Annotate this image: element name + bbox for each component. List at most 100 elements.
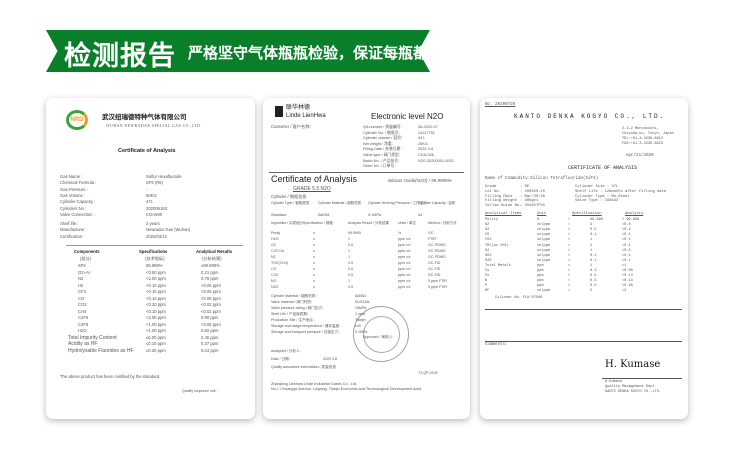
field-value: 20200616S (146, 205, 168, 211)
table-cell: ppm v/v (398, 285, 411, 289)
table-cell: < (568, 253, 571, 258)
table-cell: ppm v/v (398, 273, 411, 277)
table-cell: HF (485, 289, 490, 294)
table-cell: volppm (537, 258, 550, 263)
table-cell: ≤ (313, 255, 315, 259)
table-cell: P (485, 284, 488, 289)
table-cell: <0.1 (622, 258, 631, 263)
table-header: Method / 分析方法 (428, 221, 457, 225)
field-value: 2020/03/12 (146, 233, 167, 239)
cylinder-header: Cylinder Working Pressure / 工作压力 (368, 201, 427, 205)
certificate-title: Certificate of Analysis (271, 174, 358, 184)
table-cell: ppm (537, 279, 544, 284)
table-cell: B (485, 279, 488, 284)
field-value: : 200320-15 (520, 189, 546, 194)
certificate-title: Certificate of Analysis (118, 148, 176, 154)
company-name-cn: 武汉纽瑞德特种气体有限公司 (102, 114, 187, 121)
table-cell: 0.5 (348, 261, 353, 265)
table-cell: 1 (590, 243, 593, 248)
company-logo: NRD (66, 110, 88, 130)
analytical-result: 0.79 ppm (201, 276, 219, 281)
field-label: Manufacturer : (60, 227, 87, 233)
component-name: CO (78, 295, 85, 301)
analytical-result: <0.05 ppm (201, 289, 221, 294)
table-header: Analysis (625, 212, 644, 216)
table-cell: <0.13 (622, 279, 633, 284)
table-cell: ≤ (313, 261, 315, 265)
table-cell: ppm (537, 284, 544, 289)
banner-title: 检测报告 (64, 41, 176, 72)
field-right: Valve Type : CGA642 (575, 199, 619, 204)
commodity: Name of Commodity:Silicon Tetrafluoride(… (485, 177, 599, 181)
field-label: Shelf life : (60, 221, 79, 227)
specification: <2.00 ppm (146, 276, 166, 281)
table-cell: GC-PDHID (428, 255, 446, 259)
cylinder-header: Cylinder Material / 钢瓶材质 (318, 201, 362, 205)
analytical-result: ≥99.999% (201, 263, 220, 268)
table-cell: <0.1 (622, 238, 631, 243)
table-cell: volppm (537, 223, 550, 228)
analytical-result: <0.05 ppm (201, 282, 221, 288)
table-cell: NO (271, 279, 277, 283)
column-header: Components (74, 249, 100, 254)
table-cell: THC(CH4) (271, 261, 288, 265)
field-value: N2O-20200301-0002 (418, 158, 454, 163)
table-cell: > 99.998 (622, 218, 640, 222)
analytical-result: 0.21 ppm (201, 269, 219, 275)
table-header: Analytical Items (485, 212, 522, 216)
field-label: Grade (485, 185, 497, 189)
table-cell: ppm v/v (398, 279, 411, 283)
table-cell: < (568, 243, 571, 248)
analyst-label: Analysed / 分析人： (271, 349, 304, 353)
table-cell: volppm (537, 253, 550, 258)
field-value: CGA-326 (418, 153, 434, 157)
field-value: 3A-2020-07 (418, 125, 438, 129)
analytical-result: 0.80 ppm (201, 315, 219, 320)
table-cell: Purity (485, 218, 498, 222)
info-label: Valve material / 阀门材质： (271, 300, 315, 304)
table-cell: <0.1 (622, 243, 631, 248)
issue-date: Apr/21/2020 (626, 154, 654, 158)
field-label: Chemical Formula : (60, 180, 97, 186)
quality-info-label: Quality assurance information / 质量信息 (271, 365, 336, 369)
field-label: Filling Date / 充装日期： (363, 147, 405, 152)
table-cell: 0.5 (590, 228, 597, 233)
table-cell: 0.5 (348, 243, 353, 247)
table-cell: 1 (590, 248, 593, 253)
banner-subtitle: 严格坚守气体瓶瓶检验，保证每瓶都有报告可查 (188, 44, 504, 62)
gas-name: Nitrous Oxide(N2O) / 99.9995% (388, 178, 452, 183)
table-cell: < (568, 258, 571, 263)
table-cell: ppm v/v (398, 261, 411, 265)
table-cell: ppm v/v (398, 255, 411, 259)
table-cell: H2O (271, 237, 279, 241)
info-value: 15MPa (355, 306, 367, 310)
component-name: C3F8 (78, 321, 89, 327)
table-cell: CO2 (271, 273, 279, 277)
field-label: Cylinder Capacity : (60, 199, 96, 205)
table-cell: < (568, 263, 571, 268)
field-label: Net weight / 净重： (363, 141, 396, 146)
table-cell: O2 (485, 228, 490, 233)
signature: H. Kumase (605, 359, 661, 370)
column-header: Analytical Results (196, 249, 233, 254)
customer-label: Customer / 客户名称： (271, 124, 314, 129)
table-cell: volppm (537, 233, 550, 238)
table-cell: SO2 (485, 253, 492, 258)
table-cell: ≤ (313, 273, 315, 277)
field-value: 14147751 (418, 130, 435, 135)
field-value: : Mar/20/20 (520, 194, 546, 199)
specification: ≤0.10 ppm (146, 341, 166, 346)
table-cell: GC-PDHID (428, 243, 446, 247)
company-name: KANTO DENKA KOGYO CO., LTD. (514, 113, 666, 120)
table-cell: volppm (537, 243, 550, 248)
component-name: Hydrolysable Fluorides as HF (68, 347, 134, 354)
field-label: Yellow Guide No. (485, 204, 522, 209)
grade: GRADE 5.5 N2O (293, 186, 331, 192)
table-cell: < (568, 269, 571, 273)
signatory-line: H.Kumase (605, 380, 623, 384)
specification: <0.50 ppm (146, 269, 166, 275)
info-label: Cylinder Material / 钢瓶材质： (271, 294, 319, 298)
field-right: Cylinder Size : 47L (575, 185, 619, 189)
field-value: : 201027F01 (520, 204, 546, 209)
table-cell: volppm (537, 248, 550, 253)
